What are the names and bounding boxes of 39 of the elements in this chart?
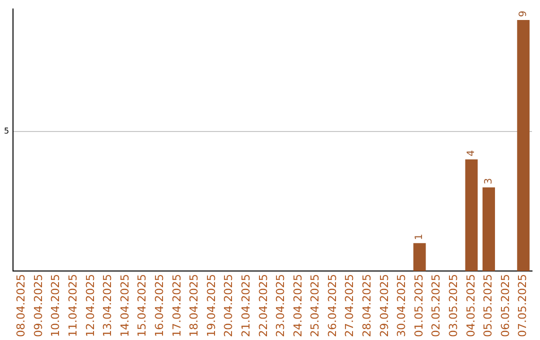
x-tick-label: 28.04.2025: [360, 274, 374, 338]
x-tick-label: 23.04.2025: [274, 274, 288, 338]
x-tick-label: 14.04.2025: [118, 274, 132, 338]
data-label: 9: [518, 10, 529, 17]
x-tick-label: 16.04.2025: [152, 274, 166, 338]
x-tick-label: 30.04.2025: [395, 274, 408, 338]
x-tick-label: 27.04.2025: [343, 274, 356, 338]
data-label: 1: [414, 234, 426, 240]
x-tick-label: 12.04.2025: [84, 274, 97, 338]
x-tick-label: 15.04.2025: [136, 274, 149, 338]
x-tick-label: 24.04.2025: [291, 274, 304, 338]
x-tick-label: 02.05.2025: [430, 274, 443, 338]
y-tick-label: 5: [4, 126, 10, 136]
data-label: 4: [466, 150, 478, 156]
x-tick-label: 18.04.2025: [188, 274, 201, 338]
x-tick-label: 26.04.2025: [326, 274, 339, 338]
x-tick-label: 08.04.2025: [14, 274, 28, 338]
bar: [517, 20, 530, 272]
x-tick-label: 19.04.2025: [204, 274, 218, 338]
data-label: 3: [483, 178, 494, 184]
x-tick-label: 29.04.2025: [378, 274, 391, 338]
bar: [465, 159, 478, 272]
x-tick-label: 01.05.2025: [412, 274, 426, 338]
x-tick-label: 10.04.2025: [49, 274, 62, 338]
bar: [413, 243, 426, 272]
x-tick-label: 05.05.2025: [482, 274, 495, 338]
x-tick-label: 07.05.2025: [516, 274, 530, 338]
x-tick-label: 09.04.2025: [32, 274, 45, 338]
x-tick-label: 03.05.2025: [447, 274, 460, 338]
x-tick-label: 04.05.2025: [464, 274, 478, 338]
x-tick-label: 06.05.2025: [498, 274, 512, 338]
x-tick-label: 21.04.2025: [239, 274, 252, 338]
x-tick-label: 13.04.2025: [101, 274, 114, 338]
x-tick-label: 20.04.2025: [222, 274, 236, 338]
bar: [482, 187, 495, 272]
x-tick-label: 25.04.2025: [308, 274, 322, 338]
x-tick-label: 17.04.2025: [170, 274, 184, 338]
x-tick-label: 11.04.2025: [66, 274, 80, 338]
x-tick-label: 22.04.2025: [256, 274, 270, 338]
